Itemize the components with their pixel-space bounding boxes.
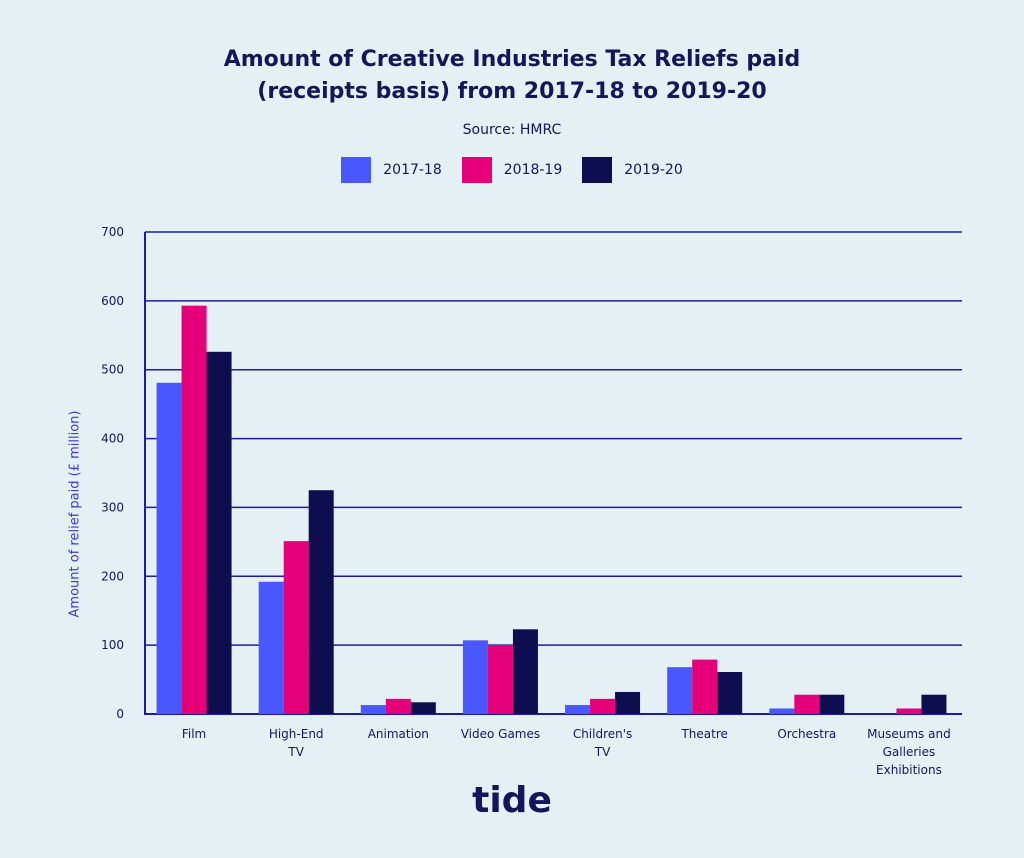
legend-swatch-2017-18 xyxy=(341,157,372,183)
bar-2019-20-7 xyxy=(921,694,947,714)
bar-2019-20-2 xyxy=(410,702,436,714)
x-tick-label-3-0: Video Games xyxy=(461,727,540,741)
legend-item-2018-19: 2018-19 xyxy=(461,157,563,183)
x-tick-label-2-0: Animation xyxy=(368,727,429,741)
bar-2017-18-0 xyxy=(156,382,182,714)
bar-2019-20-6 xyxy=(819,694,845,714)
x-tick-label-7-0: Museums and xyxy=(867,727,951,741)
x-tick-label-5-0: Theatre xyxy=(680,727,727,741)
x-tick-label-7-2: Exhibitions xyxy=(876,763,942,777)
x-tick-label-1-0: High-End xyxy=(269,727,324,741)
chart-title-line-2: (receipts basis) from 2017-18 to 2019-20 xyxy=(257,79,767,104)
legend-swatch-2018-19 xyxy=(461,157,492,183)
y-tick-label-400: 400 xyxy=(101,432,124,446)
bar-2017-18-2 xyxy=(360,705,386,714)
bar-2017-18-5 xyxy=(667,667,693,714)
bar-2017-18-6 xyxy=(769,708,795,714)
y-tick-label-300: 300 xyxy=(101,500,124,514)
bar-2018-19-5 xyxy=(692,659,718,714)
bar-2017-18-3 xyxy=(462,640,488,714)
bar-2017-18-1 xyxy=(258,581,284,714)
bar-2018-19-3 xyxy=(487,645,513,714)
x-tick-label-4-1: TV xyxy=(594,745,611,759)
legend-label-2017-18: 2017-18 xyxy=(383,162,442,178)
bar-2019-20-4 xyxy=(615,691,641,714)
legend-item-2017-18: 2017-18 xyxy=(341,157,442,183)
bar-2018-19-1 xyxy=(283,541,309,714)
chart-title: Amount of Creative Industries Tax Relief… xyxy=(0,44,1024,108)
legend-label-2019-20: 2019-20 xyxy=(624,162,683,178)
bar-2018-19-2 xyxy=(385,698,411,714)
bar-2018-19-0 xyxy=(181,305,207,714)
tide-logo: tide xyxy=(472,780,552,821)
chart-legend: 2017-18 2018-19 2019-20 xyxy=(0,157,1024,183)
chart-title-line-1: Amount of Creative Industries Tax Relief… xyxy=(223,47,801,72)
chart-source: Source: HMRC xyxy=(462,122,562,138)
legend-item-2019-20: 2019-20 xyxy=(582,157,683,183)
y-tick-label-500: 500 xyxy=(101,363,124,377)
bar-2018-19-6 xyxy=(794,694,820,714)
y-tick-label-700: 700 xyxy=(101,225,124,239)
legend-swatch-2019-20 xyxy=(582,157,613,183)
bar-2019-20-5 xyxy=(717,671,743,714)
y-tick-label-0: 0 xyxy=(116,707,124,721)
bar-2018-19-7 xyxy=(896,708,922,714)
x-tick-label-4-0: Children's xyxy=(573,727,632,741)
bar-2019-20-0 xyxy=(206,351,232,714)
bar-2017-18-4 xyxy=(565,705,591,714)
bar-2019-20-3 xyxy=(512,629,538,714)
y-tick-label-600: 600 xyxy=(101,294,124,308)
bar-2019-20-1 xyxy=(308,490,334,714)
x-tick-label-7-1: Galleries xyxy=(883,745,936,759)
legend-label-2018-19: 2018-19 xyxy=(503,162,563,178)
x-tick-label-0-0: Film xyxy=(182,727,206,741)
x-tick-label-1-1: TV xyxy=(287,745,304,759)
y-tick-label-200: 200 xyxy=(101,569,124,583)
x-tick-label-6-0: Orchestra xyxy=(777,727,836,741)
bar-2018-19-4 xyxy=(590,698,616,714)
y-tick-label-100: 100 xyxy=(101,638,124,652)
